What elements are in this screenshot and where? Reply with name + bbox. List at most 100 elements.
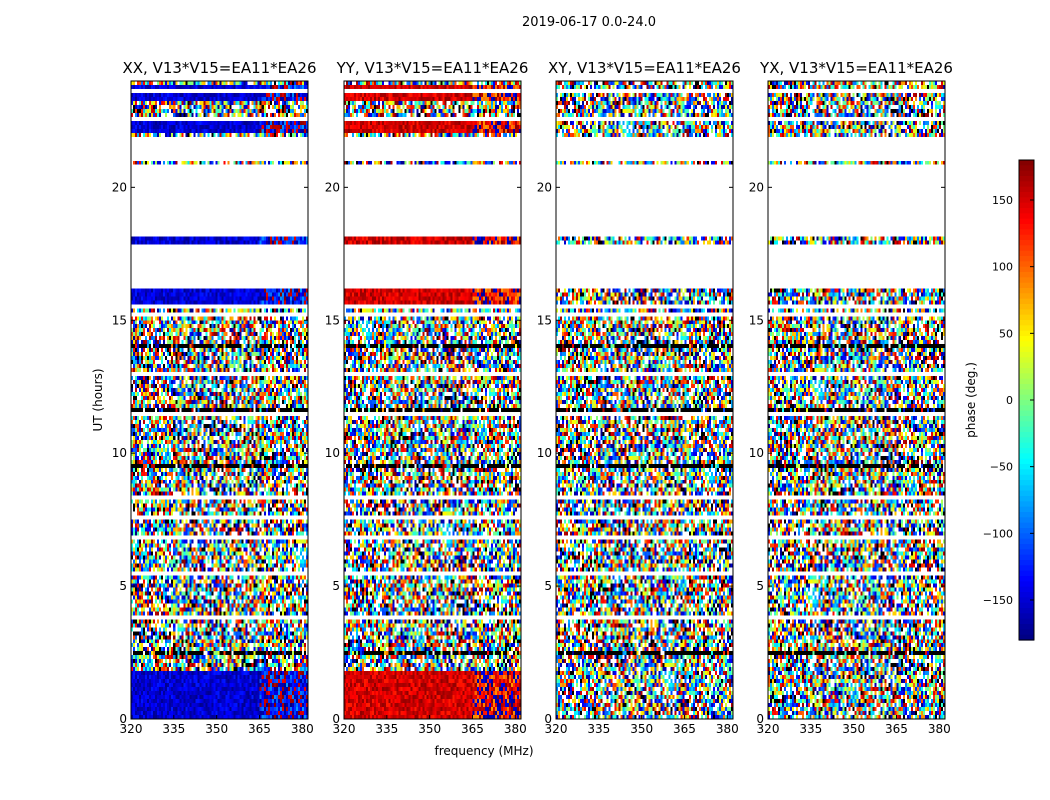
y-tick-label-0-10: 10: [112, 446, 127, 460]
panel-title-2: XY, V13*V15=EA11*EA26: [548, 59, 741, 77]
colorbar-segment: [1019, 597, 1034, 604]
colorbar-segment: [1019, 362, 1034, 369]
colorbar-label: phase (deg.): [964, 362, 978, 438]
colorbar-segment: [1019, 250, 1034, 257]
y-tick-label-2-5: 5: [544, 579, 552, 593]
colorbar-segment: [1019, 538, 1034, 545]
y-tick-label-3-5: 5: [756, 579, 764, 593]
y-tick-label-0-20: 20: [112, 180, 127, 194]
y-tick-label-2-0: 0: [544, 712, 552, 726]
y-tick-label-2-20: 20: [537, 180, 552, 194]
colorbar-segment: [1019, 469, 1034, 476]
panel-0: XX, V13*V15=EA11*EA26 320 335 350 365 380 0 5 10…: [112, 59, 317, 736]
colorbar-segment: [1019, 373, 1034, 380]
x-axis-label: frequency (MHz): [434, 744, 533, 758]
colorbar-segment: [1019, 554, 1034, 561]
colorbar-segment: [1019, 448, 1034, 454]
colorbar-segment: [1019, 624, 1034, 630]
colorbar-tick-label-150: 150: [992, 194, 1013, 207]
colorbar-segment: [1019, 528, 1034, 534]
colorbar-segment: [1019, 474, 1034, 481]
x-tick-label-2-320: 320: [545, 722, 568, 736]
y-tick-label-3-10: 10: [749, 446, 764, 460]
x-tick-label-1-335: 335: [375, 722, 398, 736]
colorbar-segment: [1019, 160, 1034, 166]
colorbar-segment: [1019, 533, 1034, 540]
x-tick-label-2-380: 380: [716, 722, 739, 736]
colorbar-segment: [1019, 288, 1034, 294]
x-tick-label-3-335: 335: [799, 722, 822, 736]
colorbar-segment: [1019, 602, 1034, 609]
x-tick-label-1-350: 350: [418, 722, 441, 736]
colorbar-segment: [1019, 490, 1034, 497]
y-tick-label-1-5: 5: [332, 579, 340, 593]
colorbar-segment: [1019, 565, 1034, 572]
x-tick-label-1-380: 380: [504, 722, 527, 736]
colorbar-segment: [1019, 192, 1034, 198]
colorbar-segment: [1019, 613, 1034, 620]
panel-1: YY, V13*V15=EA11*EA26 320 335 350 365 380 0 5 10…: [325, 59, 529, 736]
colorbar-segment: [1019, 357, 1034, 364]
panel-title-0: XX, V13*V15=EA11*EA26: [122, 59, 316, 77]
y-tick-label-3-20: 20: [749, 180, 764, 194]
colorbar-segment: [1019, 320, 1034, 326]
colorbar-tick-label--150: −150: [983, 594, 1013, 607]
colorbar-segment: [1019, 176, 1034, 182]
colorbar-tick-label--100: −100: [983, 527, 1013, 540]
x-tick-label-0-335: 335: [162, 722, 185, 736]
colorbar-tick-label-50: 50: [999, 327, 1013, 340]
colorbar-segment: [1019, 592, 1034, 598]
colorbar-segment: [1019, 410, 1034, 417]
panel-frame-0: [130, 80, 309, 720]
colorbar-segment: [1019, 197, 1034, 204]
colorbar-segment: [1019, 437, 1034, 444]
colorbar-segment: [1019, 336, 1034, 342]
y-tick-label-0-0: 0: [119, 712, 127, 726]
colorbar-segment: [1019, 389, 1034, 396]
colorbar-segment: [1019, 544, 1034, 550]
colorbar-segment: [1019, 378, 1034, 385]
x-tick-label-3-365: 365: [885, 722, 908, 736]
colorbar-segment: [1019, 245, 1034, 252]
panel-2: XY, V13*V15=EA11*EA26 320 335 350 365 380 0 5 10…: [537, 59, 741, 736]
colorbar-tick-label--50: −50: [990, 461, 1013, 474]
panels-group: XX, V13*V15=EA11*EA26 320 335 350 365 380 0 5 10…: [112, 59, 953, 736]
colorbar-segment: [1019, 496, 1034, 502]
colorbar-segment: [1019, 181, 1034, 188]
colorbar-segment: [1019, 485, 1034, 492]
x-tick-label-0-365: 365: [248, 722, 271, 736]
colorbar-segment: [1019, 506, 1034, 513]
x-tick-label-3-320: 320: [757, 722, 780, 736]
colorbar-segment: [1019, 394, 1034, 401]
colorbar-segment: [1019, 421, 1034, 428]
y-axis-label: UT (hours): [91, 368, 105, 431]
y-tick-label-1-10: 10: [325, 446, 340, 460]
heatmap-image-2: [556, 81, 733, 719]
colorbar-segment: [1019, 581, 1034, 588]
colorbar-segment: [1019, 213, 1034, 220]
colorbar-segment: [1019, 549, 1034, 556]
y-tick-label-0-15: 15: [112, 313, 127, 327]
colorbar: −150 −100 −50 0 50 100 150: [983, 159, 1035, 641]
colorbar-segment: [1019, 384, 1034, 390]
colorbar-tick-label-0: 0: [1006, 394, 1013, 407]
colorbar-tick-label-100: 100: [992, 261, 1013, 274]
colorbar-segment: [1019, 202, 1034, 209]
x-tick-label-1-365: 365: [461, 722, 484, 736]
colorbar-segment: [1019, 586, 1034, 593]
panel-frame-3: [767, 80, 946, 720]
colorbar-segment: [1019, 170, 1034, 177]
y-tick-label-2-10: 10: [537, 446, 552, 460]
x-tick-label-2-335: 335: [587, 722, 610, 736]
colorbar-segment: [1019, 442, 1034, 449]
colorbar-segment: [1019, 282, 1034, 289]
panel-title-1: YY, V13*V15=EA11*EA26: [336, 59, 529, 77]
colorbar-segment: [1019, 314, 1034, 321]
x-tick-label-2-365: 365: [673, 722, 696, 736]
colorbar-segment: [1019, 405, 1034, 412]
colorbar-segment: [1019, 229, 1034, 236]
y-tick-label-3-0: 0: [756, 712, 764, 726]
heatmap-image-0: [131, 81, 308, 719]
panel-title-3: YX, V13*V15=EA11*EA26: [759, 59, 953, 77]
